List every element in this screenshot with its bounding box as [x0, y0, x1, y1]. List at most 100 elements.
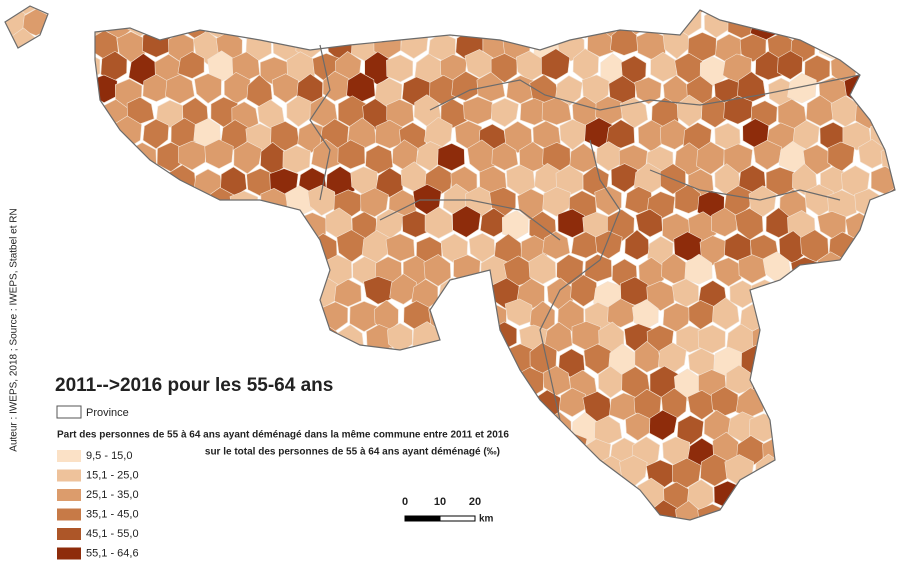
commune	[594, 505, 623, 520]
commune	[333, 278, 362, 308]
commune	[5, 52, 26, 87]
commune	[845, 6, 871, 17]
commune	[416, 363, 441, 397]
commune	[14, 74, 41, 105]
legend-swatch	[57, 528, 81, 540]
commune	[204, 139, 234, 169]
commune	[489, 6, 519, 38]
commune	[804, 6, 833, 37]
commune	[819, 526, 845, 557]
commune	[92, 209, 121, 243]
commune	[624, 186, 653, 214]
commune	[767, 301, 793, 333]
commune	[828, 279, 856, 312]
commune	[845, 32, 874, 62]
commune	[517, 9, 543, 41]
commune	[877, 98, 895, 132]
commune	[634, 76, 662, 105]
commune	[257, 99, 285, 129]
commune	[839, 433, 868, 466]
legend-classes: 9,5 - 15,0 15,1 - 25,0 25,1 - 35,0 35,1 - 4…	[57, 450, 139, 560]
commune	[168, 391, 196, 425]
commune	[454, 388, 482, 421]
commune	[1, 547, 28, 564]
commune	[267, 205, 297, 239]
commune	[881, 413, 895, 444]
commune	[388, 368, 418, 401]
commune	[24, 368, 54, 402]
commune	[165, 300, 192, 332]
scale-label: 0	[402, 496, 408, 508]
commune	[843, 259, 872, 288]
commune	[736, 525, 763, 558]
commune	[844, 390, 872, 421]
commune	[104, 324, 134, 355]
commune	[712, 297, 740, 330]
commune	[168, 6, 197, 15]
commune	[454, 344, 483, 374]
commune	[606, 119, 635, 149]
legend-swatch	[57, 489, 81, 501]
commune	[595, 141, 623, 172]
commune	[827, 320, 857, 350]
commune	[208, 550, 236, 564]
commune	[23, 54, 52, 84]
commune	[372, 6, 400, 14]
commune	[534, 527, 560, 558]
commune	[528, 252, 557, 285]
commune	[572, 458, 601, 488]
commune	[221, 345, 248, 379]
commune	[300, 6, 325, 19]
commune	[258, 6, 285, 36]
commune	[257, 458, 288, 491]
commune	[646, 550, 674, 564]
commune	[283, 234, 311, 265]
commune	[762, 341, 793, 373]
commune	[40, 344, 69, 376]
commune	[439, 546, 466, 564]
commune	[866, 345, 895, 378]
commune	[794, 299, 823, 331]
commune	[584, 253, 613, 282]
commune	[52, 143, 81, 173]
commune	[26, 321, 55, 350]
commune	[800, 457, 829, 489]
commune	[281, 503, 311, 520]
commune	[748, 185, 777, 217]
commune	[233, 141, 263, 175]
commune	[424, 389, 455, 420]
commune	[180, 545, 209, 564]
commune	[334, 10, 362, 40]
commune	[868, 295, 895, 327]
commune	[830, 411, 860, 443]
commune	[191, 6, 221, 19]
commune	[854, 412, 884, 441]
commune	[636, 525, 664, 556]
commune	[102, 188, 132, 220]
commune	[129, 187, 159, 219]
commune	[870, 254, 895, 285]
commune	[453, 299, 484, 329]
commune	[853, 501, 883, 520]
commune	[182, 459, 209, 490]
commune	[765, 525, 793, 554]
commune	[195, 476, 225, 510]
commune	[477, 481, 507, 512]
commune	[852, 273, 880, 306]
commune	[673, 231, 703, 261]
commune	[5, 71, 11, 104]
commune	[462, 460, 493, 490]
commune	[802, 323, 830, 355]
commune	[404, 479, 434, 510]
commune	[37, 209, 65, 241]
commune	[584, 523, 610, 555]
commune	[853, 548, 879, 564]
commune	[154, 457, 184, 487]
commune	[34, 255, 64, 286]
commune	[625, 412, 652, 441]
commune	[91, 6, 119, 16]
commune	[27, 277, 55, 307]
commune	[51, 275, 78, 308]
commune	[751, 279, 779, 308]
